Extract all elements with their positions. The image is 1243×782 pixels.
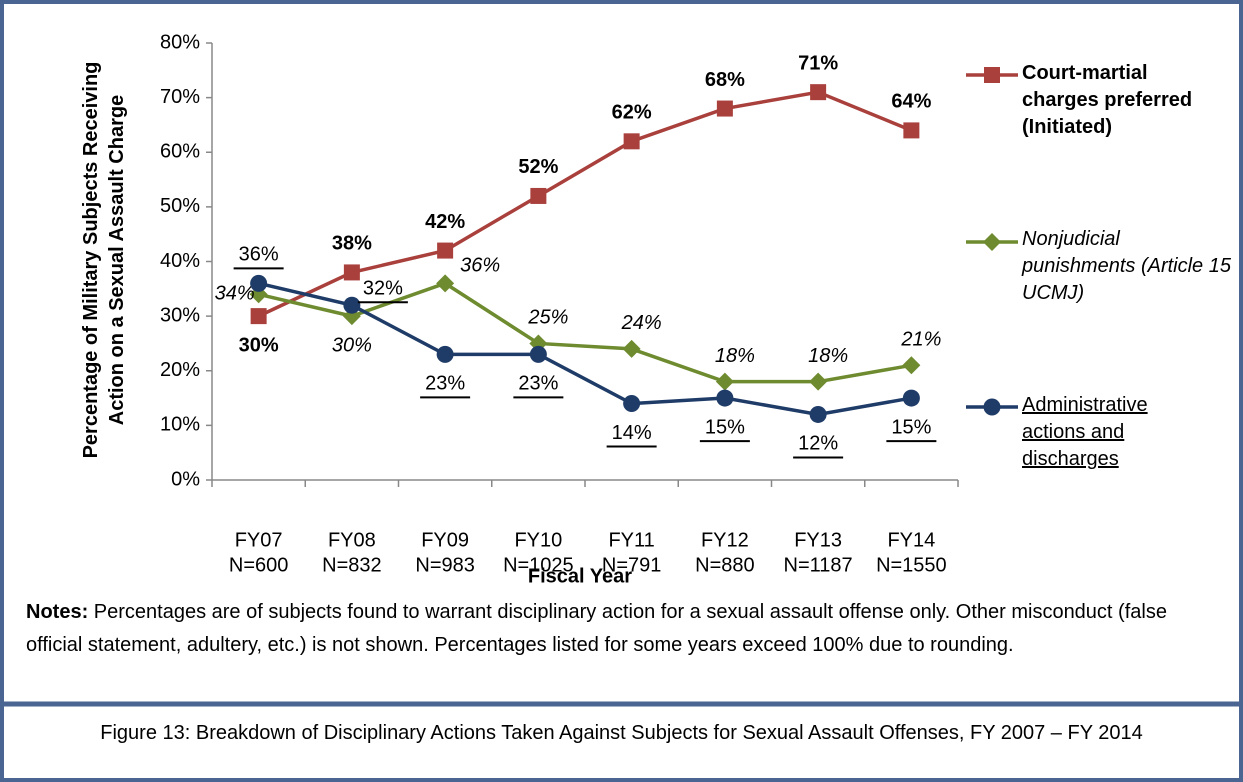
- notes-text: Percentages are of subjects found to war…: [26, 601, 1167, 656]
- marker: [529, 345, 547, 363]
- caption: Figure 13: Breakdown of Disciplinary Act…: [100, 722, 1143, 744]
- x-tick-label: FY10: [514, 529, 562, 551]
- x-tick-sublabel: N=880: [695, 554, 755, 576]
- x-tick-sublabel: N=1550: [876, 554, 947, 576]
- y-tick-label: 40%: [160, 250, 200, 272]
- x-tick-label: FY13: [794, 529, 842, 551]
- marker: [623, 395, 641, 413]
- data-label: 62%: [612, 102, 652, 124]
- marker: [530, 187, 547, 204]
- notes: Notes: Percentages are of subjects found…: [26, 596, 1216, 662]
- data-label: 15%: [891, 416, 931, 438]
- series-line: [258, 281, 912, 417]
- data-label: 24%: [621, 312, 662, 334]
- marker: [809, 405, 827, 423]
- x-tick-sublabel: N=1187: [784, 554, 853, 576]
- legend-label: Court-martial charges preferred (Initiat…: [1022, 62, 1193, 138]
- y-tick-label: 30%: [160, 304, 200, 326]
- data-label: 64%: [891, 91, 931, 113]
- data-label: 52%: [518, 156, 558, 178]
- marker: [250, 308, 267, 325]
- data-label: 71%: [798, 52, 838, 74]
- data-label: 18%: [808, 345, 848, 367]
- marker: [716, 100, 733, 117]
- marker: [623, 133, 640, 150]
- y-tick-label: 70%: [160, 86, 200, 108]
- y-tick-label: 10%: [160, 414, 200, 436]
- x-tick-label: FY07: [235, 529, 283, 551]
- data-label: 21%: [900, 329, 941, 351]
- data-label: 36%: [460, 255, 500, 277]
- x-tick-label: FY09: [421, 529, 469, 551]
- marker: [437, 242, 454, 259]
- marker: [343, 296, 361, 314]
- data-label: 15%: [705, 416, 745, 438]
- data-label: 30%: [332, 334, 372, 356]
- data-label: 34%: [215, 283, 255, 305]
- marker: [436, 345, 454, 363]
- marker: [622, 339, 641, 358]
- data-label: 42%: [425, 211, 465, 233]
- marker: [903, 122, 920, 139]
- x-axis-title: Fiscal Year: [528, 565, 632, 587]
- x-tick-sublabel: N=1025: [503, 554, 574, 576]
- y-tick-label: 80%: [160, 31, 200, 53]
- marker: [250, 274, 268, 292]
- marker: [809, 372, 828, 391]
- marker: [983, 398, 1001, 416]
- x-tick-sublabel: N=983: [415, 554, 475, 576]
- data-label: 12%: [798, 433, 838, 455]
- data-label: 23%: [425, 373, 465, 395]
- marker: [902, 389, 920, 407]
- series-line: [257, 90, 913, 318]
- data-label: 23%: [518, 373, 558, 395]
- y-axis-title: Percentage of Military Subjects Receivin…: [80, 61, 128, 459]
- marker: [810, 84, 827, 101]
- marker: [716, 389, 734, 407]
- data-label: 14%: [612, 422, 652, 444]
- series-line: [258, 281, 912, 384]
- marker: [715, 372, 734, 391]
- marker: [983, 233, 1001, 251]
- y-tick-label: 50%: [160, 195, 200, 217]
- x-tick-label: FY14: [887, 529, 935, 551]
- legend-label: Administrative actions and discharges: [1022, 394, 1148, 470]
- y-tick-label: 0%: [171, 468, 200, 490]
- legend-label: Nonjudicial punishments (Article 15 UCMJ…: [1022, 228, 1231, 304]
- y-tick-label: 60%: [160, 141, 200, 163]
- data-label: 32%: [363, 277, 403, 299]
- data-label: 25%: [527, 307, 568, 329]
- x-tick-sublabel: N=600: [229, 554, 289, 576]
- marker: [902, 356, 921, 375]
- data-label: 38%: [332, 233, 372, 255]
- data-label: 36%: [239, 244, 279, 266]
- x-tick-sublabel: N=832: [322, 554, 382, 576]
- y-tick-label: 20%: [160, 359, 200, 381]
- marker: [984, 67, 1000, 83]
- x-tick-sublabel: N=791: [602, 554, 662, 576]
- data-label: 18%: [715, 345, 755, 367]
- data-label: 30%: [239, 334, 279, 356]
- x-tick-label: FY12: [701, 529, 749, 551]
- x-tick-label: FY08: [328, 529, 376, 551]
- data-label: 68%: [705, 69, 745, 91]
- marker: [343, 264, 360, 281]
- x-tick-label: FY11: [608, 529, 654, 551]
- notes-label: Notes:: [26, 601, 89, 623]
- marker: [436, 274, 455, 293]
